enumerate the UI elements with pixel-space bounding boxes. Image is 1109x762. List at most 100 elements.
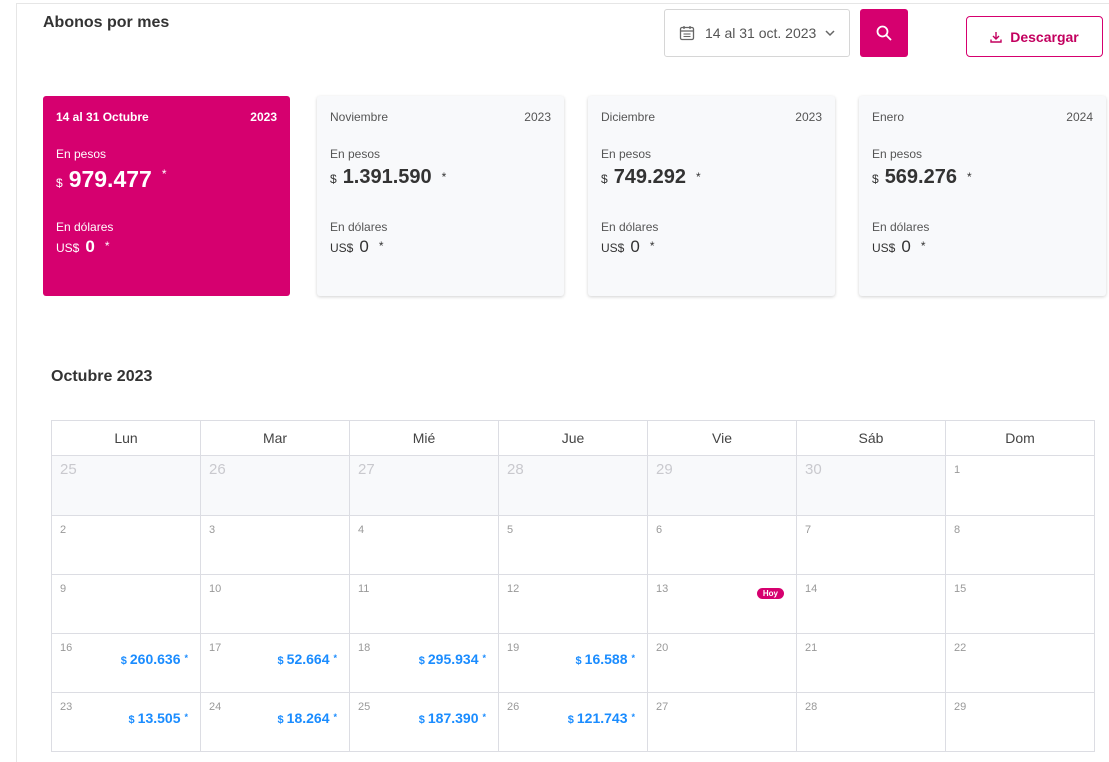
- pesos-label: En pesos: [330, 147, 381, 161]
- deposit-value: 121.743: [576, 710, 628, 726]
- date-range-value: 14 al 31 oct. 2023: [705, 25, 817, 41]
- dollars-currency: US$: [601, 241, 625, 255]
- pesos-value: 1.391.590: [342, 166, 432, 188]
- month-card-january[interactable]: Enero 2024 En pesos $ 569.276 * En dólar…: [859, 96, 1106, 296]
- day-number: 7: [805, 524, 812, 536]
- search-button[interactable]: [860, 9, 908, 57]
- day-number: 28: [805, 701, 818, 713]
- asterisk: *: [649, 239, 655, 253]
- calendar-day-cell[interactable]: 2: [51, 515, 201, 575]
- calendar-day-cell[interactable]: 21: [796, 633, 946, 693]
- calendar-day-cell[interactable]: 7: [796, 515, 946, 575]
- calendar-day-cell[interactable]: 14: [796, 574, 946, 634]
- date-range-picker[interactable]: 14 al 31 oct. 2023: [664, 9, 850, 57]
- card-month: Enero: [872, 110, 905, 124]
- currency-symbol: $: [418, 714, 425, 726]
- calendar-day-cell[interactable]: 27: [647, 692, 797, 752]
- card-header: Enero 2024: [872, 110, 1093, 124]
- month-card-october[interactable]: 14 al 31 Octubre 2023 En pesos $ 979.477…: [43, 96, 290, 296]
- calendar-day-cell[interactable]: 16 $260.636 *: [51, 633, 201, 693]
- day-number: 23: [60, 701, 73, 713]
- pesos-label: En pesos: [601, 147, 652, 161]
- calendar-day-cell[interactable]: 13 Hoy: [647, 574, 797, 634]
- day-deposit-amount[interactable]: $295.934 *: [419, 651, 486, 667]
- dollars-amount: US$ 0 *: [601, 237, 654, 257]
- day-number: 5: [507, 524, 514, 536]
- day-number: 13: [656, 583, 669, 595]
- card-month: Diciembre: [601, 110, 656, 124]
- asterisk: *: [184, 712, 188, 722]
- day-deposit-amount[interactable]: $18.264 *: [278, 710, 337, 726]
- day-deposit-amount[interactable]: $52.664 *: [278, 651, 337, 667]
- pesos-label: En pesos: [56, 147, 107, 161]
- day-deposit-amount[interactable]: $121.743 *: [568, 710, 635, 726]
- calendar-day-cell[interactable]: 30: [796, 455, 946, 516]
- day-deposit-amount[interactable]: $260.636 *: [121, 651, 188, 667]
- calendar-day-cell[interactable]: 1: [945, 455, 1095, 516]
- calendar-day-cell[interactable]: 26 $121.743 *: [498, 692, 648, 752]
- day-deposit-amount[interactable]: $187.390 *: [419, 710, 486, 726]
- month-card-december[interactable]: Diciembre 2023 En pesos $ 749.292 * En d…: [588, 96, 835, 296]
- day-deposit-amount[interactable]: $13.505 *: [129, 710, 188, 726]
- calendar-day-cell[interactable]: 29: [945, 692, 1095, 752]
- calendar-day-cell[interactable]: 9: [51, 574, 201, 634]
- currency-symbol: $: [277, 714, 284, 726]
- day-number: 26: [507, 701, 520, 713]
- pesos-currency: $: [872, 172, 879, 186]
- dollars-currency: US$: [872, 241, 896, 255]
- month-card-november[interactable]: Noviembre 2023 En pesos $ 1.391.590 * En…: [317, 96, 564, 296]
- day-number: 8: [954, 524, 961, 536]
- calendar-day-cell[interactable]: 18 $295.934 *: [349, 633, 499, 693]
- deposit-value: 187.390: [427, 710, 479, 726]
- weekday-header: Jue: [498, 420, 648, 456]
- today-badge: Hoy: [756, 588, 784, 599]
- calendar-day-cell[interactable]: 29: [647, 455, 797, 516]
- card-year: 2023: [795, 110, 822, 124]
- asterisk: *: [920, 239, 926, 253]
- calendar-day-cell[interactable]: 25 $187.390 *: [349, 692, 499, 752]
- pesos-amount: $ 1.391.590 *: [330, 166, 446, 189]
- calendar-day-cell[interactable]: 20: [647, 633, 797, 693]
- calendar-day-cell[interactable]: 10: [200, 574, 350, 634]
- calendar-day-cell[interactable]: 17 $52.664 *: [200, 633, 350, 693]
- pesos-amount: $ 749.292 *: [601, 166, 701, 189]
- day-number: 20: [656, 642, 669, 654]
- card-year: 2023: [250, 110, 277, 124]
- calendar-day-cell[interactable]: 3: [200, 515, 350, 575]
- dollars-label: En dólares: [601, 220, 659, 234]
- calendar-week-row: 25 26 27 28 29 30 1: [51, 455, 1095, 516]
- calendar-day-cell[interactable]: 27: [349, 455, 499, 516]
- day-deposit-amount[interactable]: $16.588 *: [576, 651, 635, 667]
- pesos-currency: $: [56, 176, 63, 190]
- calendar-day-cell[interactable]: 12: [498, 574, 648, 634]
- calendar-day-cell[interactable]: 28: [498, 455, 648, 516]
- calendar-day-cell[interactable]: 26: [200, 455, 350, 516]
- asterisk: *: [441, 170, 447, 184]
- calendar-day-cell[interactable]: 28: [796, 692, 946, 752]
- calendar-day-cell[interactable]: 25: [51, 455, 201, 516]
- day-number: 29: [954, 701, 967, 713]
- currency-symbol: $: [575, 655, 582, 667]
- calendar-day-cell[interactable]: 4: [349, 515, 499, 575]
- day-number: 11: [358, 583, 370, 595]
- dollars-label: En dólares: [56, 220, 114, 234]
- calendar-day-cell[interactable]: 6: [647, 515, 797, 575]
- pesos-value: 979.477: [68, 166, 152, 192]
- calendar-day-cell[interactable]: 15: [945, 574, 1095, 634]
- calendar-day-cell[interactable]: 19 $16.588 *: [498, 633, 648, 693]
- calendar-day-cell[interactable]: 24 $18.264 *: [200, 692, 350, 752]
- calendar-day-cell[interactable]: 8: [945, 515, 1095, 575]
- download-label: Descargar: [1010, 28, 1079, 45]
- calendar-day-cell[interactable]: 23 $13.505 *: [51, 692, 201, 752]
- card-month: 14 al 31 Octubre: [56, 110, 149, 124]
- card-header: Diciembre 2023: [601, 110, 822, 124]
- calendar-day-cell[interactable]: 5: [498, 515, 648, 575]
- calendar-week-row: 9 10 11 12 13 Hoy 14 15: [51, 574, 1095, 634]
- download-button[interactable]: Descargar: [966, 16, 1103, 57]
- calendar-day-cell[interactable]: 22: [945, 633, 1095, 693]
- card-header: 14 al 31 Octubre 2023: [56, 110, 277, 124]
- card-month: Noviembre: [330, 110, 389, 124]
- asterisk: *: [378, 239, 384, 253]
- day-number: 21: [805, 642, 818, 654]
- calendar-day-cell[interactable]: 11: [349, 574, 499, 634]
